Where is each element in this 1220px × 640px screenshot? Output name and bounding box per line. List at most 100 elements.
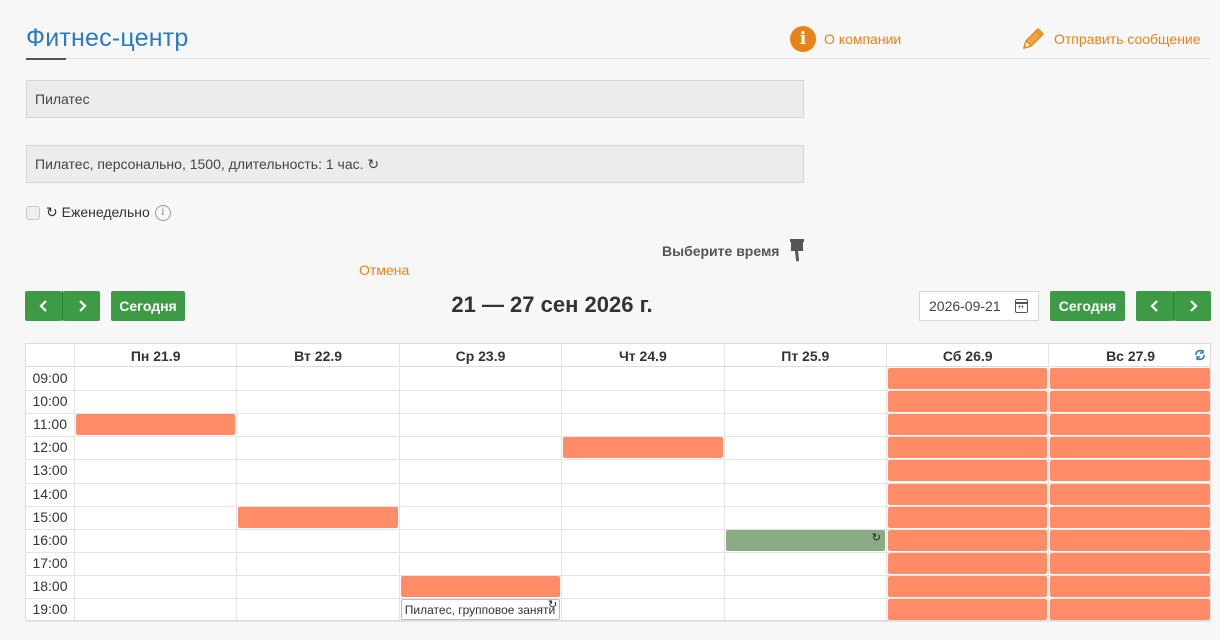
busy-slot bbox=[888, 460, 1048, 482]
row-divider bbox=[26, 482, 1210, 484]
send-message-label: Отправить сообщение bbox=[1054, 31, 1201, 47]
time-label: 15:00 bbox=[32, 508, 68, 525]
busy-slot bbox=[1050, 552, 1210, 574]
pencil-icon bbox=[1023, 28, 1044, 49]
busy-slot bbox=[888, 552, 1048, 574]
next-week-button-right[interactable] bbox=[1174, 291, 1211, 321]
selected-slot[interactable]: Пилатес, групповое заняти ↻ bbox=[400, 599, 561, 621]
sync-icon[interactable] bbox=[1194, 349, 1206, 361]
next-week-button[interactable] bbox=[63, 291, 100, 321]
busy-slot bbox=[888, 368, 1048, 390]
repeat-icon: ↻ bbox=[871, 531, 881, 544]
time-label: 10:00 bbox=[32, 393, 68, 410]
weekly-info-icon[interactable]: i bbox=[154, 204, 171, 221]
busy-slot bbox=[888, 391, 1048, 413]
button-divider bbox=[62, 291, 63, 321]
row-divider bbox=[26, 366, 1210, 367]
pointing-hand-icon bbox=[790, 239, 805, 262]
time-label: 16:00 bbox=[32, 531, 68, 548]
week-range-title: 21 — 27 сен 2026 г. bbox=[451, 292, 653, 317]
brand-underline bbox=[26, 58, 66, 60]
busy-slot bbox=[1050, 437, 1210, 459]
option-select[interactable]: Пилатес, персонально, 1500, длительность… bbox=[26, 145, 804, 183]
time-label: 18:00 bbox=[32, 577, 68, 594]
header-divider bbox=[26, 58, 1210, 59]
time-label: 09:00 bbox=[32, 370, 68, 386]
chevron-right-icon bbox=[78, 300, 87, 312]
cancel-link[interactable]: Отмена bbox=[359, 262, 410, 278]
date-input-value: 2026-09-21 bbox=[929, 298, 1001, 314]
about-company-label: О компании bbox=[824, 31, 902, 47]
today-button-left[interactable]: Сегодня bbox=[111, 291, 185, 321]
day-header: Вс 27.9 bbox=[1049, 344, 1211, 367]
weekly-label: ↻ Еженедельно bbox=[46, 204, 150, 220]
busy-slot bbox=[888, 529, 1048, 551]
busy-slot bbox=[238, 506, 398, 528]
day-header: Пт 25.9 bbox=[725, 344, 887, 367]
busy-slot bbox=[888, 599, 1048, 621]
day-header: Пн 21.9 bbox=[75, 344, 238, 367]
today-button-right[interactable]: Сегодня bbox=[1050, 291, 1125, 321]
busy-slot bbox=[1050, 483, 1210, 505]
time-label: 13:00 bbox=[32, 462, 68, 479]
about-company-link[interactable]: i О компании bbox=[790, 26, 901, 52]
busy-slot bbox=[888, 437, 1048, 459]
service-select[interactable]: Пилатес bbox=[26, 80, 804, 118]
row-divider bbox=[26, 574, 1210, 576]
row-divider bbox=[26, 551, 1210, 553]
busy-slot bbox=[1050, 506, 1210, 528]
service-select-value: Пилатес bbox=[35, 91, 90, 107]
busy-slot bbox=[563, 437, 723, 459]
day-header: Сб 26.9 bbox=[887, 344, 1050, 367]
time-column-header bbox=[26, 344, 75, 367]
chevron-left-icon bbox=[38, 300, 47, 312]
row-divider bbox=[26, 413, 1210, 415]
date-input[interactable]: 2026-09-21 bbox=[919, 291, 1039, 321]
busy-slot bbox=[1050, 575, 1210, 597]
busy-slot bbox=[400, 575, 561, 597]
chevron-right-icon bbox=[1189, 300, 1198, 312]
booked-slot[interactable]: ↻ bbox=[725, 529, 885, 551]
busy-slot bbox=[1050, 391, 1210, 413]
column-divider bbox=[74, 344, 75, 620]
chevron-left-icon bbox=[1149, 300, 1158, 312]
column-divider bbox=[886, 344, 887, 620]
row-divider bbox=[26, 621, 1210, 623]
prev-week-button-right[interactable] bbox=[1136, 291, 1173, 321]
option-select-value: Пилатес, персонально, 1500, длительность… bbox=[35, 155, 380, 172]
busy-slot bbox=[888, 414, 1048, 436]
weekly-toggle[interactable]: ↻ Еженедельно i bbox=[26, 204, 171, 221]
column-divider bbox=[398, 344, 400, 620]
column-divider bbox=[723, 344, 725, 620]
day-header: Вт 22.9 bbox=[237, 344, 400, 367]
brand-title: Фитнес-центр bbox=[26, 24, 189, 52]
time-label: 12:00 bbox=[32, 439, 68, 456]
button-divider bbox=[1173, 291, 1174, 321]
choose-time-hint: Выберите время bbox=[662, 238, 809, 264]
time-label: 19:00 bbox=[32, 601, 68, 617]
row-divider bbox=[26, 505, 1210, 507]
busy-slot bbox=[1050, 460, 1210, 482]
busy-slot bbox=[1050, 599, 1210, 621]
repeat-icon: ↻ bbox=[547, 599, 558, 611]
row-divider bbox=[26, 459, 1210, 461]
time-label: 14:00 bbox=[32, 485, 68, 502]
weekly-checkbox[interactable] bbox=[26, 205, 40, 220]
row-divider bbox=[26, 528, 1210, 530]
row-divider bbox=[26, 436, 1210, 438]
row-divider bbox=[26, 390, 1210, 392]
day-header: Чт 24.9 bbox=[562, 344, 725, 367]
busy-slot bbox=[76, 414, 236, 436]
time-label: 17:00 bbox=[32, 554, 68, 571]
prev-week-button[interactable] bbox=[25, 291, 62, 321]
selected-slot-label: Пилатес, групповое заняти bbox=[404, 603, 556, 617]
busy-slot bbox=[888, 506, 1048, 528]
calendar-icon[interactable] bbox=[1015, 299, 1028, 313]
busy-slot bbox=[888, 483, 1048, 505]
column-divider bbox=[1048, 344, 1050, 620]
send-message-link[interactable]: Отправить сообщение bbox=[1020, 26, 1201, 52]
busy-slot bbox=[888, 575, 1048, 597]
column-divider bbox=[561, 344, 563, 620]
week-calendar-grid: Пн 21.9 Вт 22.9 Ср 23.9 Чт 24.9 Пт 25.9 Сб 26… bbox=[25, 343, 1211, 623]
choose-time-label: Выберите время bbox=[662, 243, 780, 259]
